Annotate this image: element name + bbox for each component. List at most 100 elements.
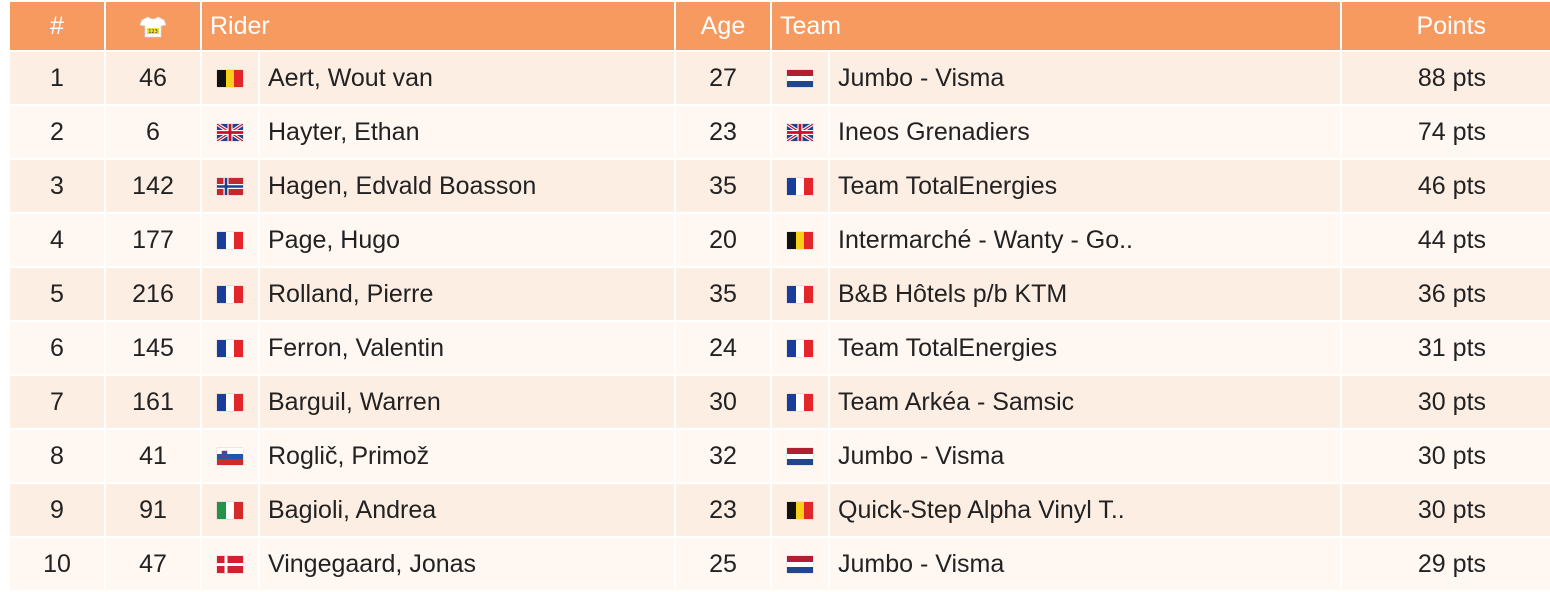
team-flag-cell	[772, 322, 828, 374]
table-row[interactable]: 8 41 Roglič, Primož 32 Jumbo - Visma 30 pts	[10, 430, 1550, 482]
points-cell: 36 pts	[1342, 268, 1550, 320]
rider-flag-cell	[202, 106, 258, 158]
team-name-link[interactable]: Jumbo - Visma	[830, 52, 1341, 104]
age-cell: 23	[676, 106, 770, 158]
team-flag-cell	[772, 376, 828, 428]
rider-name-link[interactable]: Hagen, Edvald Boasson	[260, 160, 674, 212]
table-row[interactable]: 5 216 Rolland, Pierre 35 B&B Hôtels p/b KTM 3…	[10, 268, 1550, 320]
rider-flag-fr-icon	[217, 286, 243, 304]
rank-cell: 1	[10, 52, 104, 104]
rider-name-link[interactable]: Aert, Wout van	[260, 52, 674, 104]
age-cell: 20	[676, 214, 770, 266]
results-body: 1 46 Aert, Wout van 27 Jumbo - Visma 88 pts 2 6…	[10, 52, 1550, 590]
rank-cell: 10	[10, 538, 104, 590]
rank-cell: 6	[10, 322, 104, 374]
team-header[interactable]: Team	[772, 2, 1341, 50]
table-row[interactable]: 1 46 Aert, Wout van 27 Jumbo - Visma 88 pts	[10, 52, 1550, 104]
rider-name-link[interactable]: Vingegaard, Jonas	[260, 538, 674, 590]
age-cell: 24	[676, 322, 770, 374]
age-cell: 27	[676, 52, 770, 104]
rider-flag-cell	[202, 160, 258, 212]
rider-name-link[interactable]: Roglič, Primož	[260, 430, 674, 482]
points-cell: 44 pts	[1342, 214, 1550, 266]
team-flag-be-icon	[787, 502, 813, 520]
rider-flag-dk-icon	[217, 556, 243, 574]
rider-flag-cell	[202, 322, 258, 374]
points-cell: 31 pts	[1342, 322, 1550, 374]
bib-cell: 41	[106, 430, 200, 482]
table-row[interactable]: 6 145 Ferron, Valentin 24 Team TotalEnergies…	[10, 322, 1550, 374]
team-flag-fr-icon	[787, 340, 813, 358]
age-cell: 35	[676, 160, 770, 212]
team-name-link[interactable]: Intermarché - Wanty - Go..	[830, 214, 1341, 266]
rank-cell: 8	[10, 430, 104, 482]
rider-flag-be-icon	[217, 70, 243, 88]
team-flag-cell	[772, 538, 828, 590]
jersey-123-icon: 123	[140, 16, 166, 38]
points-cell: 30 pts	[1342, 430, 1550, 482]
team-flag-nl-icon	[787, 556, 813, 574]
rider-header[interactable]: Rider	[202, 2, 674, 50]
rider-name-link[interactable]: Ferron, Valentin	[260, 322, 674, 374]
rider-name-link[interactable]: Page, Hugo	[260, 214, 674, 266]
bib-cell: 47	[106, 538, 200, 590]
rank-cell: 3	[10, 160, 104, 212]
table-row[interactable]: 9 91 Bagioli, Andrea 23 Quick-Step Alpha Vin…	[10, 484, 1550, 536]
team-flag-nl-icon	[787, 70, 813, 88]
age-cell: 35	[676, 268, 770, 320]
rank-cell: 4	[10, 214, 104, 266]
bib-cell: 216	[106, 268, 200, 320]
team-name-link[interactable]: Ineos Grenadiers	[830, 106, 1341, 158]
rank-header[interactable]: #	[10, 2, 104, 50]
bib-cell: 46	[106, 52, 200, 104]
points-cell: 46 pts	[1342, 160, 1550, 212]
bib-cell: 177	[106, 214, 200, 266]
age-cell: 25	[676, 538, 770, 590]
table-row[interactable]: 3 142 Hagen, Edvald Boasson 35 Team TotalEn…	[10, 160, 1550, 212]
age-header[interactable]: Age	[676, 2, 770, 50]
table-row[interactable]: 4 177 Page, Hugo 20 Intermarché - Wanty - Go…	[10, 214, 1550, 266]
rider-name-link[interactable]: Hayter, Ethan	[260, 106, 674, 158]
team-flag-fr-icon	[787, 286, 813, 304]
age-cell: 23	[676, 484, 770, 536]
age-cell: 30	[676, 376, 770, 428]
rider-name-link[interactable]: Bagioli, Andrea	[260, 484, 674, 536]
rider-flag-cell	[202, 268, 258, 320]
results-table: # 123 Rider Age Team Points 1 46 Aert, Wou…	[8, 0, 1550, 592]
points-cell: 30 pts	[1342, 376, 1550, 428]
team-name-link[interactable]: Team TotalEnergies	[830, 160, 1341, 212]
rank-cell: 2	[10, 106, 104, 158]
points-cell: 88 pts	[1342, 52, 1550, 104]
bib-header[interactable]: 123	[106, 2, 200, 50]
team-flag-fr-icon	[787, 394, 813, 412]
team-name-link[interactable]: Quick-Step Alpha Vinyl T..	[830, 484, 1341, 536]
rank-cell: 7	[10, 376, 104, 428]
team-name-link[interactable]: Team TotalEnergies	[830, 322, 1341, 374]
table-row[interactable]: 7 161 Barguil, Warren 30 Team Arkéa - Samsic…	[10, 376, 1550, 428]
bib-cell: 145	[106, 322, 200, 374]
team-flag-cell	[772, 160, 828, 212]
rider-flag-no-icon	[217, 178, 243, 196]
team-flag-cell	[772, 52, 828, 104]
team-flag-fr-icon	[787, 178, 813, 196]
team-name-link[interactable]: Jumbo - Visma	[830, 538, 1341, 590]
team-name-link[interactable]: Team Arkéa - Samsic	[830, 376, 1341, 428]
team-flag-cell	[772, 430, 828, 482]
rider-flag-gb-icon	[217, 124, 243, 142]
points-header[interactable]: Points	[1342, 2, 1550, 50]
team-name-link[interactable]: B&B Hôtels p/b KTM	[830, 268, 1341, 320]
team-flag-be-icon	[787, 232, 813, 250]
bib-cell: 142	[106, 160, 200, 212]
rider-flag-cell	[202, 484, 258, 536]
rider-flag-cell	[202, 538, 258, 590]
rider-flag-cell	[202, 430, 258, 482]
team-flag-cell	[772, 106, 828, 158]
age-cell: 32	[676, 430, 770, 482]
rider-flag-cell	[202, 214, 258, 266]
team-name-link[interactable]: Jumbo - Visma	[830, 430, 1341, 482]
table-row[interactable]: 10 47 Vingegaard, Jonas 25 Jumbo - Visma 29 …	[10, 538, 1550, 590]
rider-name-link[interactable]: Rolland, Pierre	[260, 268, 674, 320]
rider-flag-fr-icon	[217, 340, 243, 358]
rider-name-link[interactable]: Barguil, Warren	[260, 376, 674, 428]
